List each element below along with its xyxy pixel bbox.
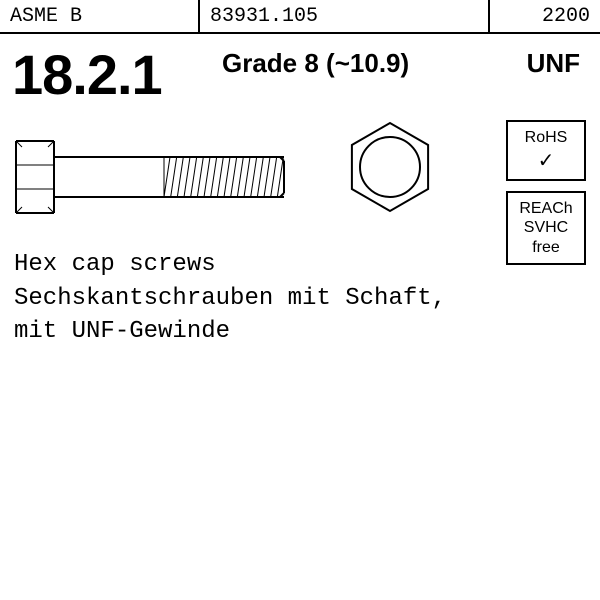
grade-label: Grade 8 (~10.9) bbox=[212, 42, 527, 79]
header-standard: ASME B bbox=[0, 0, 200, 32]
spec-row: 18.2.1 Grade 8 (~10.9) UNF bbox=[0, 34, 600, 107]
check-icon: ✓ bbox=[512, 149, 580, 173]
reach-line3: free bbox=[532, 239, 560, 256]
rohs-badge: RoHS ✓ bbox=[506, 120, 586, 181]
desc-de-2: mit UNF-Gewinde bbox=[14, 316, 586, 348]
header-year: 2200 bbox=[490, 0, 600, 32]
header-strip: ASME B 83931.105 2200 bbox=[0, 0, 600, 34]
hex-end-view-icon bbox=[340, 117, 440, 217]
reach-line1: REACh bbox=[519, 200, 572, 217]
desc-de-1: Sechskantschrauben mit Schaft, bbox=[14, 283, 586, 315]
desc-en: Hex cap screws bbox=[14, 249, 586, 281]
thread-type: UNF bbox=[527, 42, 588, 79]
reach-line2: SVHC bbox=[524, 219, 568, 236]
bolt-side-view-icon bbox=[14, 127, 314, 227]
rohs-label: RoHS bbox=[525, 129, 568, 146]
header-code: 83931.105 bbox=[200, 0, 490, 32]
spec-number: 18.2.1 bbox=[12, 42, 212, 107]
compliance-badges: RoHS ✓ REACh SVHC free bbox=[506, 120, 586, 265]
reach-badge: REACh SVHC free bbox=[506, 191, 586, 265]
